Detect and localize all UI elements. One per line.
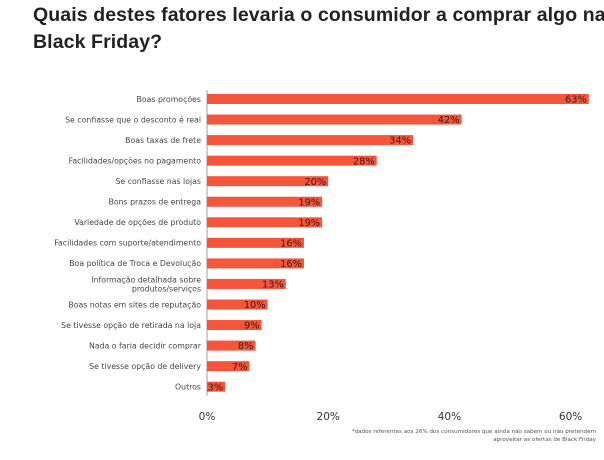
bar xyxy=(207,361,250,372)
bar xyxy=(207,381,226,392)
category-label: Outros xyxy=(175,383,201,392)
bar xyxy=(207,278,286,289)
category-label: Boa política de Troca e Devolução xyxy=(69,259,201,268)
x-tick-label: 20% xyxy=(317,411,340,423)
x-tick-label: 60% xyxy=(559,411,582,423)
bar xyxy=(207,340,256,351)
bar xyxy=(207,94,589,104)
bar xyxy=(207,258,304,269)
bar xyxy=(207,135,414,146)
value-label: 8% xyxy=(238,341,254,352)
x-axis-ticks: 0% 20% 40% 60% xyxy=(199,411,583,423)
bar xyxy=(207,237,304,248)
bars-group xyxy=(207,94,589,392)
value-label: 13% xyxy=(262,280,284,291)
value-label: 16% xyxy=(280,259,302,270)
bar xyxy=(207,299,268,310)
chart-title: Quais destes fatores levaria o consumido… xyxy=(33,4,604,53)
category-label: Se tivesse opção de retirada na loja xyxy=(61,321,201,330)
value-label: 10% xyxy=(244,300,266,311)
value-label: 20% xyxy=(304,177,326,188)
category-label: Se tivesse opção de delivery xyxy=(89,362,201,371)
x-tick-label: 0% xyxy=(199,411,216,423)
bar xyxy=(207,196,323,207)
value-label: 19% xyxy=(298,197,320,208)
value-label: 63% xyxy=(565,95,587,106)
value-label: 16% xyxy=(280,238,302,249)
category-label: Nada o faria decidir comprar xyxy=(89,341,202,350)
category-labels: Boas promoções Se confiasse que o descont… xyxy=(54,95,202,392)
value-label: 7% xyxy=(232,362,248,373)
category-label: Boas taxas de frete xyxy=(125,136,201,145)
bar xyxy=(207,176,329,187)
category-label: Facilidades/opções no pagamento xyxy=(69,156,202,165)
value-label: 42% xyxy=(438,115,460,126)
value-label: 9% xyxy=(244,321,260,332)
value-label: 3% xyxy=(208,382,224,393)
value-label: 28% xyxy=(353,156,375,167)
value-label: 34% xyxy=(389,136,411,147)
category-label: Boas notas em sites de reputação xyxy=(68,300,201,309)
category-label: Facilidades com suporte/atendimento xyxy=(54,239,201,248)
bar xyxy=(207,114,462,125)
category-label: Variedade de opções de produto xyxy=(74,218,201,227)
category-label: Se confiasse que o desconto é real xyxy=(65,115,201,124)
bar xyxy=(207,155,377,166)
category-label: Se confiasse nas lojas xyxy=(115,177,201,186)
value-labels: 63% 42% 34% 28% 20% 19% 19% 16% 16% 13% 10% 9% 8% 7% 3… xyxy=(208,95,587,394)
bar xyxy=(207,320,262,331)
category-label: Bons prazos de entrega xyxy=(108,198,201,207)
footnote: *dados referentes aos 26% dos consumidor… xyxy=(351,429,596,443)
value-label: 19% xyxy=(298,218,320,229)
category-label: Boas promoções xyxy=(137,95,201,104)
x-tick-label: 40% xyxy=(438,411,461,423)
bar xyxy=(207,217,323,228)
category-label: Informação detalhada sobre produtos/servi… xyxy=(91,275,201,293)
